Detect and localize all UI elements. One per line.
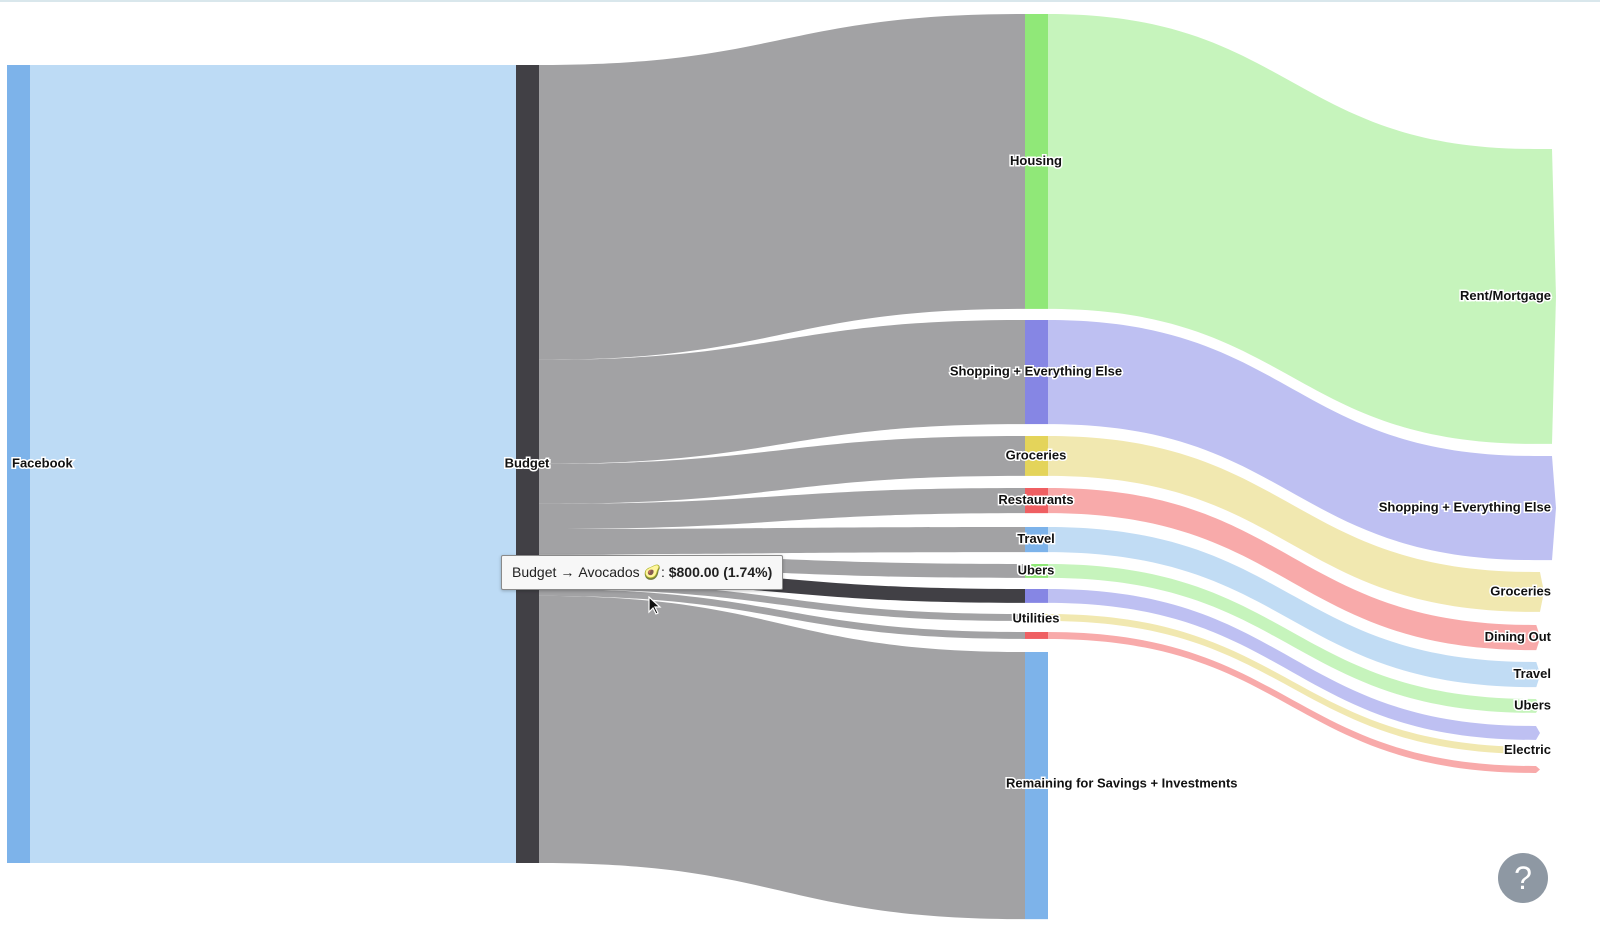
link-budget-groceries[interactable] [539, 436, 1025, 504]
label-housing: Housing [1010, 153, 1062, 168]
link-shopping-shopping_out[interactable] [1048, 320, 1534, 561]
link-avocados-avocados_out[interactable] [1048, 589, 1534, 740]
label-electric: Electric [1504, 742, 1551, 757]
node-housing[interactable] [1025, 14, 1048, 309]
mouse-cursor-icon [648, 596, 662, 615]
node-rent[interactable] [1534, 149, 1556, 444]
link-ubers-ubers_out[interactable] [1048, 564, 1534, 713]
link-restaurants-dining[interactable] [1048, 488, 1534, 651]
link-budget-misc[interactable] [539, 588, 1025, 639]
node-facebook[interactable] [7, 65, 30, 863]
label-travel_out: Travel [1513, 666, 1551, 681]
link-housing-rent[interactable] [1048, 14, 1534, 444]
label-travel: Travel [1017, 531, 1055, 546]
link-groceries-groceries_out[interactable] [1048, 436, 1534, 612]
node-travel_out[interactable] [1534, 662, 1541, 688]
link-budget-savings[interactable] [539, 595, 1025, 920]
label-restaurants: Restaurants [998, 492, 1073, 507]
label-ubers: Ubers [1018, 562, 1055, 577]
link-facebook-budget[interactable] [30, 65, 516, 863]
node-savings[interactable] [1025, 652, 1048, 920]
labels: Facebook Budget Housing Shopping + Everythi… [11, 151, 1554, 792]
link-misc-misc_out[interactable] [1048, 632, 1534, 773]
node-misc[interactable] [1025, 632, 1048, 639]
label-utilities: Utilities [1013, 610, 1060, 625]
link-budget-restaurants[interactable] [539, 488, 1025, 530]
tooltip-value: $800.00 [668, 564, 720, 580]
node-shopping[interactable] [1025, 320, 1048, 425]
node-avocados_out[interactable] [1534, 726, 1540, 740]
node-travel[interactable] [1025, 527, 1048, 553]
node-dining[interactable] [1534, 625, 1541, 651]
node-ubers_out[interactable] [1534, 699, 1540, 713]
node-misc_out[interactable] [1534, 766, 1540, 773]
tooltip-arrow: → [560, 564, 575, 580]
tooltip-source: Budget [512, 564, 557, 580]
top-border [0, 0, 1600, 2]
links [30, 14, 1534, 920]
label-facebook: Facebook [12, 455, 73, 470]
link-travel-travel_out[interactable] [1048, 527, 1534, 688]
node-utilities[interactable] [1025, 614, 1048, 621]
node-groceries_out[interactable] [1534, 572, 1544, 612]
node-budget[interactable] [516, 65, 539, 863]
link-budget-utilities[interactable] [539, 581, 1025, 621]
link-budget-travel[interactable] [539, 527, 1025, 555]
tooltip-target: Avocados 🥑 [578, 564, 661, 580]
nodes [7, 14, 1556, 920]
help-button[interactable]: ? [1498, 853, 1548, 903]
node-electric[interactable] [1534, 747, 1540, 754]
node-ubers[interactable] [1025, 564, 1048, 578]
label-budget: Budget [505, 455, 550, 470]
label-ubers_out: Ubers [1514, 697, 1551, 712]
node-groceries[interactable] [1025, 436, 1048, 476]
label-savings: Remaining for Savings + Investments [1006, 775, 1238, 790]
label-groceries: Groceries [1006, 447, 1067, 462]
node-restaurants[interactable] [1025, 488, 1048, 514]
link-utilities-electric[interactable] [1048, 614, 1534, 754]
label-groceries_out: Groceries [1490, 583, 1551, 598]
tooltip-percent: (1.74%) [723, 564, 773, 580]
link-budget-shopping[interactable] [539, 320, 1025, 464]
label-dining: Dining Out [1485, 629, 1552, 644]
node-avocados[interactable] [1025, 589, 1048, 603]
label-shopping_out: Shopping + Everything Else [1379, 499, 1551, 514]
link-tooltip: Budget → Avocados 🥑: $800.00 (1.74%) [501, 555, 784, 590]
link-budget-housing[interactable] [539, 14, 1025, 360]
label-shopping: Shopping + Everything Else [950, 363, 1122, 378]
label-rent: Rent/Mortgage [1460, 288, 1551, 303]
node-shopping_out[interactable] [1534, 456, 1556, 561]
